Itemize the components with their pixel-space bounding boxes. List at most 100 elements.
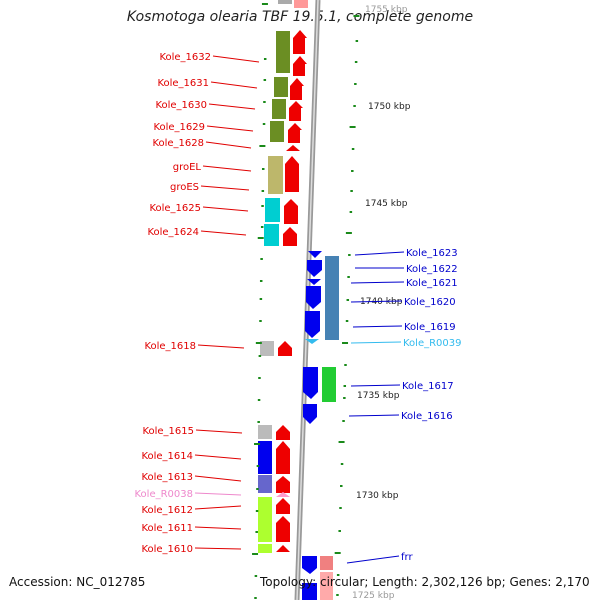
- gene-label: Kole_1612: [141, 505, 193, 516]
- accession-text: Accession: NC_012785: [9, 575, 146, 589]
- orf-arrow: [293, 56, 307, 76]
- gene-leader-line: [350, 341, 402, 344]
- tick-mark: [259, 145, 266, 147]
- gene-leader-line: [200, 230, 247, 236]
- orf-arrow: [276, 545, 290, 552]
- gene-leader-line: [208, 103, 256, 110]
- gene-label: Kole_R0039: [403, 338, 462, 349]
- tick-mark: [342, 342, 349, 344]
- left-cog-blocks: [258, 0, 292, 553]
- tick-mark: [354, 61, 358, 63]
- orf-arrow: [286, 145, 300, 151]
- orf-arrow: [276, 441, 290, 474]
- gene-label: Kole_1621: [406, 278, 458, 289]
- cog-block: [268, 156, 283, 194]
- orf-arrow: [284, 199, 298, 224]
- scale-label: 1735 kbp: [357, 391, 400, 401]
- tick-mark: [350, 190, 353, 192]
- genome-summary-text: Topology: circular; Length: 2,302,126 bp…: [260, 575, 590, 589]
- cog-block: [278, 0, 292, 4]
- gene-label: Kole_1613: [141, 472, 193, 483]
- cog-block: [322, 367, 336, 402]
- gene-label: frr: [401, 552, 413, 563]
- orf-arrow: [305, 311, 320, 338]
- tick-mark: [336, 574, 340, 576]
- tick-mark: [343, 397, 346, 399]
- gene-label: Kole_1614: [141, 451, 193, 462]
- tick-mark: [261, 168, 265, 170]
- right-orf-arrows: [302, 251, 322, 600]
- gene-label: Kole_1623: [406, 248, 458, 259]
- orf-arrow: [308, 251, 322, 258]
- gene-label: Kole_1632: [159, 52, 211, 63]
- orf-arrow: [303, 404, 317, 424]
- cog-block: [265, 198, 280, 222]
- tick-mark: [259, 280, 263, 282]
- orf-arrow: [302, 556, 317, 574]
- tick-mark: [351, 170, 354, 172]
- orf-arrow: [285, 156, 299, 192]
- cog-block: [258, 441, 272, 474]
- tick-mark: [261, 190, 265, 192]
- gene-label: Kole_1617: [402, 381, 454, 392]
- scale-label: 1730 kbp: [356, 491, 399, 501]
- tick-mark: [342, 420, 345, 422]
- cog-block: [320, 556, 333, 570]
- gene-leader-line: [352, 325, 403, 328]
- tick-mark: [263, 58, 267, 60]
- tick-mark: [353, 15, 360, 17]
- orf-arrow: [289, 101, 303, 121]
- gene-leader-line: [354, 251, 405, 256]
- cog-block: [272, 99, 286, 119]
- gene-leader-line: [206, 125, 254, 132]
- map-title: Kosmotoga olearia TBF 19.5.1, complete g…: [126, 9, 474, 25]
- gene-label: Kole_1616: [401, 411, 453, 422]
- tick-mark: [336, 594, 339, 596]
- cog-block: [258, 425, 272, 439]
- cog-block: [258, 475, 272, 493]
- orf-arrow: [276, 498, 290, 514]
- orf-arrow: [307, 260, 322, 277]
- orf-arrow: [276, 425, 290, 440]
- tick-mark: [338, 530, 341, 532]
- cog-block: [264, 224, 279, 246]
- left-gene-labels: Kole_1632 Kole_1631 Kole_1630 Kole_1629 Kole…: [134, 52, 260, 555]
- tick-mark: [252, 553, 259, 555]
- tick-mark: [255, 510, 259, 512]
- tick-mark: [261, 3, 268, 5]
- gene-label: Kole_1622: [406, 264, 458, 275]
- tick-mark: [257, 237, 264, 239]
- gene-leader-line: [194, 505, 242, 510]
- orf-arrow: [303, 367, 318, 399]
- cog-block: [274, 77, 288, 97]
- tick-mark: [339, 507, 342, 509]
- gene-label: Kole_1615: [142, 426, 194, 437]
- tick-mark: [340, 463, 344, 465]
- gene-label: Kole_1611: [141, 523, 193, 534]
- scale-labels: 1755 kbp 1750 kbp 1745 kbp 1740 kbp 1735 kbp…: [352, 5, 411, 600]
- gene-leader-line: [194, 547, 242, 550]
- tick-mark: [343, 385, 347, 387]
- cog-block: [325, 256, 339, 340]
- gene-label: Kole_1624: [147, 227, 199, 238]
- cog-block: [320, 572, 333, 600]
- orf-arrow: [276, 516, 290, 542]
- gene-leader-line: [348, 414, 400, 417]
- tick-mark: [260, 258, 263, 260]
- tick-mark: [263, 79, 267, 81]
- orf-arrow: [288, 123, 302, 143]
- tick-mark: [347, 276, 350, 278]
- tick-mark: [255, 531, 258, 533]
- tick-mark: [254, 443, 261, 445]
- gene-leader-line: [197, 344, 245, 349]
- orf-arrow: [294, 0, 308, 8]
- gene-leader-line: [350, 300, 403, 303]
- tick-mark: [345, 232, 352, 234]
- tick-mark: [355, 40, 359, 42]
- cog-block: [258, 544, 272, 553]
- tick-mark: [346, 299, 350, 301]
- tick-mark: [260, 226, 264, 228]
- tick-mark: [353, 105, 356, 107]
- scale-label: 1755 kbp: [365, 5, 408, 15]
